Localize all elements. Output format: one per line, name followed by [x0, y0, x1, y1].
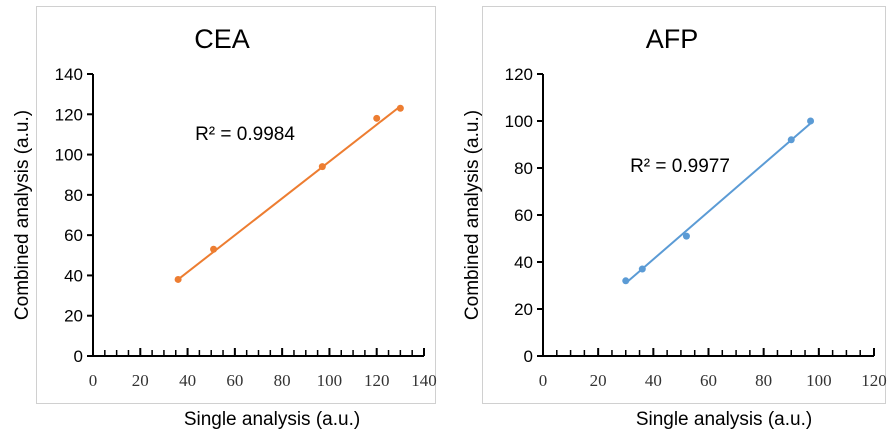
cea-x-tick-label: 0 [89, 371, 98, 390]
afp-y-tick-label: 0 [524, 347, 533, 366]
cea-data-point [373, 114, 381, 122]
cea-data-point [174, 275, 182, 283]
afp-chart-panel [482, 6, 886, 404]
afp-x-axis-label: Single analysis (a.u.) [636, 409, 812, 430]
cea-x-tick-label: 20 [132, 371, 149, 390]
cea-chart-title: CEA [194, 24, 250, 54]
afp-data-point [682, 232, 690, 240]
afp-x-tick-label: 80 [755, 371, 772, 390]
afp-y-tick-label: 100 [505, 112, 533, 131]
cea-y-tick-label: 0 [74, 347, 83, 366]
cea-x-tick-label: 60 [226, 371, 243, 390]
cea-r-squared-label: R² = 0.9984 [195, 124, 295, 145]
cea-x-tick-label: 100 [317, 371, 343, 390]
cea-x-tick-label: 80 [274, 371, 291, 390]
afp-y-axis-label: Combined analysis (a.u.) [462, 110, 483, 320]
afp-x-tick-label: 20 [590, 371, 607, 390]
afp-data-point [807, 117, 815, 125]
cea-data-point [396, 104, 404, 112]
cea-y-tick-label: 140 [55, 65, 83, 84]
cea-x-axis-label: Single analysis (a.u.) [184, 409, 360, 430]
cea-y-tick-label: 40 [64, 266, 83, 285]
cea-y-tick-label: 120 [55, 105, 83, 124]
afp-y-tick-label: 80 [514, 159, 533, 178]
afp-y-tick-label: 40 [514, 253, 533, 272]
afp-trendline [625, 122, 812, 284]
afp-r-squared-label: R² = 0.9977 [630, 156, 730, 177]
afp-x-tick-label: 40 [645, 371, 662, 390]
cea-x-tick-label: 40 [179, 371, 196, 390]
afp-data-point [622, 277, 630, 285]
cea-y-tick-label: 60 [64, 226, 83, 245]
afp-y-tick-label: 120 [505, 65, 533, 84]
cea-x-tick-label: 140 [411, 371, 437, 390]
cea-y-tick-label: 80 [64, 186, 83, 205]
afp-data-point [787, 136, 795, 144]
afp-x-tick-label: 120 [861, 371, 887, 390]
cea-y-axis-label: Combined analysis (a.u.) [12, 110, 33, 320]
cea-x-tick-label: 120 [364, 371, 390, 390]
cea-data-point [318, 163, 326, 171]
afp-y-tick-label: 60 [514, 206, 533, 225]
cea-data-point [210, 245, 218, 253]
afp-data-point [638, 265, 646, 273]
afp-x-tick-label: 0 [539, 371, 548, 390]
cea-y-tick-label: 20 [64, 307, 83, 326]
afp-y-tick-label: 20 [514, 300, 533, 319]
cea-chart-panel [36, 6, 436, 404]
cea-y-tick-label: 100 [55, 146, 83, 165]
afp-x-tick-label: 100 [806, 371, 832, 390]
afp-x-tick-label: 60 [700, 371, 717, 390]
afp-chart-title: AFP [646, 24, 699, 54]
